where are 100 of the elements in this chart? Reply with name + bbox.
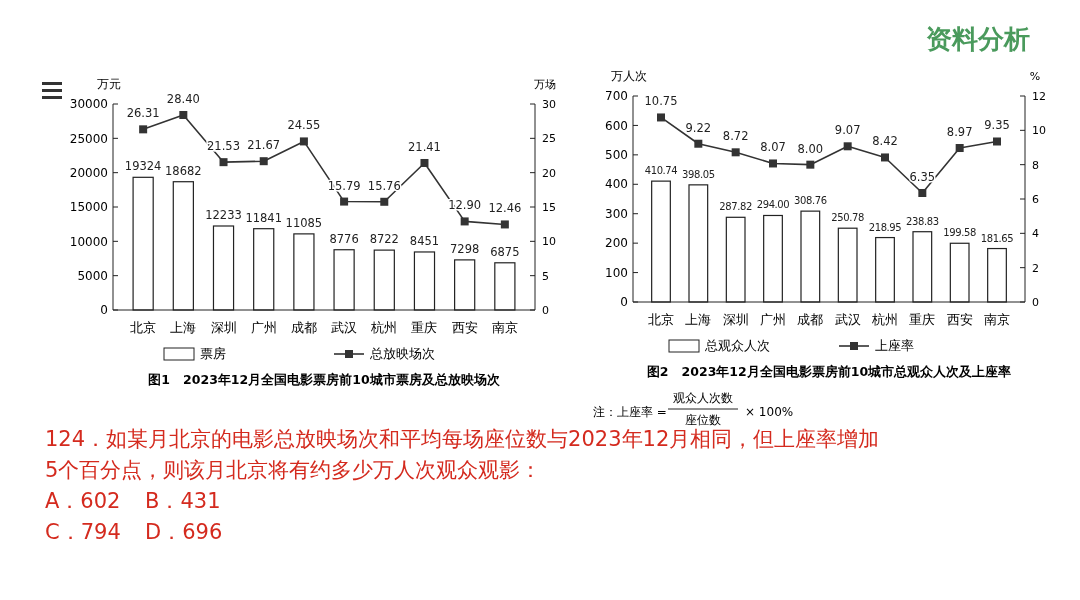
data-label: 12.46	[488, 201, 522, 216]
point	[843, 142, 852, 151]
y-tick-label: 100	[605, 265, 628, 280]
data-label: 199.58	[943, 227, 976, 239]
data-label: 21.41	[408, 139, 441, 154]
text: C．794	[45, 520, 121, 544]
text: A．602	[45, 489, 121, 513]
y-tick-label: 700	[605, 89, 628, 104]
data-label: 21.67	[247, 138, 281, 153]
x-tick-label: 上海	[685, 312, 712, 327]
y-tick-label: 20000	[69, 165, 108, 180]
data-label: 308.76	[794, 195, 827, 207]
data-label: 10.75	[644, 94, 678, 109]
text: × 100%	[745, 405, 794, 420]
text: 图2 2023年12月全国电影票房前10城市总观众人次及上座率	[646, 364, 1012, 379]
data-label: 15.76	[367, 178, 401, 193]
text: 资料分析	[926, 24, 1030, 54]
data-label: 11085	[285, 215, 323, 230]
x-tick-label: 西安	[946, 312, 973, 327]
y-tick-label: 10000	[69, 234, 108, 249]
data-label: 19324	[124, 159, 162, 174]
data-label: 8722	[369, 232, 399, 247]
x-tick-label: 武汉	[834, 312, 861, 327]
x-tick-label: 南京	[984, 312, 1010, 327]
data-label: 9.35	[984, 118, 1010, 133]
data-label: 9.07	[834, 123, 861, 138]
point	[420, 158, 429, 167]
legend-label: 上座率	[875, 338, 914, 354]
data-label: 6875	[490, 244, 520, 259]
point	[500, 220, 509, 229]
x-tick-label: 武汉	[331, 320, 358, 335]
point	[806, 160, 815, 169]
y2-tick-label: 30	[542, 97, 556, 111]
x-tick-label: 广州	[250, 320, 277, 335]
legend-label: 总观众人次	[704, 338, 770, 354]
y2-axis-title: %	[1029, 70, 1041, 83]
data-label: 6.35	[909, 169, 936, 184]
x-tick-label: 广州	[760, 312, 786, 327]
y-tick-label: 0	[100, 303, 108, 318]
y-tick-label: 5000	[77, 268, 108, 283]
text: 124．如某月北京的电影总放映场次和平均每场座位数与2023年12月相同，但上座率增加	[45, 427, 880, 451]
point	[380, 197, 389, 206]
data-label: 7298	[450, 241, 480, 256]
data-label: 8776	[329, 231, 359, 246]
y-tick-label: 300	[605, 206, 628, 221]
x-tick-label: 北京	[648, 312, 674, 327]
y-tick-label: 500	[605, 148, 628, 163]
text: 观众人次数	[673, 391, 733, 405]
data-label: 12233	[205, 208, 242, 222]
y2-tick-label: 5	[542, 269, 549, 283]
y2-tick-label: 2	[1032, 261, 1039, 275]
point	[955, 144, 964, 153]
y2-tick-label: 4	[1032, 227, 1039, 241]
y-axis-title: 万元	[97, 77, 121, 91]
legend-label: 总放映场次	[369, 346, 435, 362]
data-label: 8.72	[722, 129, 749, 144]
point	[299, 137, 308, 146]
x-tick-label: 北京	[130, 320, 157, 335]
text: 5个百分点，则该月北京将有约多少万人次观众观影：	[45, 458, 542, 482]
data-label: 238.83	[906, 215, 939, 227]
x-tick-label: 南京	[491, 320, 518, 335]
data-label: 218.95	[868, 221, 902, 233]
y2-tick-label: 12	[1032, 89, 1046, 103]
point	[657, 113, 665, 122]
point	[918, 188, 927, 197]
point	[769, 159, 777, 168]
data-label: 8.42	[872, 134, 898, 149]
y-tick-label: 25000	[69, 131, 108, 146]
text: B．431	[145, 489, 221, 513]
point	[259, 157, 268, 166]
y2-tick-label: 20	[542, 166, 556, 180]
point	[460, 217, 469, 226]
x-tick-label: 深圳	[210, 320, 237, 335]
y2-tick-label: 15	[542, 200, 556, 214]
text: 座位数	[685, 413, 721, 427]
y-tick-label: 200	[605, 236, 628, 251]
point	[340, 197, 349, 206]
y2-tick-label: 6	[1032, 192, 1039, 206]
text: 图1 2023年12月全国电影票房前10城市票房及总放映场次	[148, 372, 501, 387]
data-label: 8451	[409, 233, 440, 248]
data-label: 398.05	[682, 168, 715, 180]
y2-tick-label: 25	[542, 132, 556, 146]
x-tick-label: 深圳	[722, 312, 749, 327]
x-tick-label: 成都	[797, 312, 824, 327]
y2-tick-label: 10	[542, 235, 556, 249]
x-tick-label: 重庆	[411, 320, 438, 335]
x-tick-label: 西安	[451, 320, 478, 335]
x-tick-label: 成都	[290, 320, 317, 335]
point	[179, 110, 188, 119]
point	[694, 139, 703, 148]
text: 注：上座率 =	[593, 405, 667, 420]
data-label: 24.55	[287, 118, 321, 133]
legend-label: 票房	[200, 346, 226, 362]
data-label: 28.40	[166, 91, 200, 106]
y-tick-label: 600	[605, 118, 628, 133]
point	[881, 153, 889, 162]
y-tick-label: 0	[620, 295, 628, 310]
x-tick-label: 重庆	[909, 312, 936, 327]
data-label: 287.82	[719, 201, 752, 213]
point	[731, 148, 740, 157]
